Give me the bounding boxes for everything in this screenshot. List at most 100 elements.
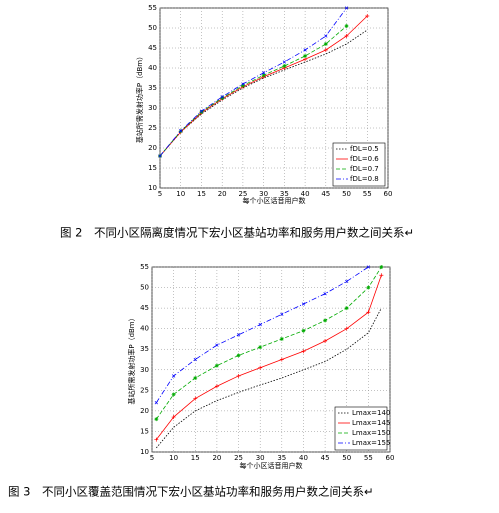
x-tick-label: 20 bbox=[218, 190, 227, 198]
legend-label: Lmax=150 bbox=[352, 429, 390, 437]
point-marker bbox=[258, 345, 263, 350]
x-tick-label: 20 bbox=[212, 454, 221, 462]
point-marker bbox=[215, 343, 219, 347]
legend-label: fDL=0.6 bbox=[350, 155, 379, 163]
point-marker bbox=[301, 302, 306, 306]
point-marker bbox=[379, 273, 384, 278]
x-tick-label: 40 bbox=[299, 454, 308, 462]
x-tick-label: 40 bbox=[301, 190, 310, 198]
point-marker bbox=[301, 349, 306, 354]
point-marker bbox=[193, 396, 198, 401]
y-tick-label: 55 bbox=[148, 4, 157, 12]
point-marker bbox=[366, 310, 371, 315]
point-marker bbox=[258, 365, 263, 370]
x-tick-label: 55 bbox=[363, 190, 372, 198]
point-marker bbox=[236, 333, 241, 337]
series-line bbox=[159, 7, 347, 157]
point-marker bbox=[366, 265, 371, 269]
point-marker bbox=[154, 437, 159, 442]
point-marker bbox=[171, 374, 176, 378]
point-marker bbox=[282, 60, 287, 64]
point-marker bbox=[344, 306, 349, 311]
x-axis-label: 每个小区话音用户数 bbox=[240, 461, 303, 470]
x-tick-label: 25 bbox=[238, 190, 247, 198]
point-marker bbox=[236, 353, 241, 358]
point-marker bbox=[344, 34, 349, 38]
x-tick-label: 50 bbox=[342, 454, 351, 462]
x-tick-label: 25 bbox=[234, 454, 243, 462]
x-tick-label: 10 bbox=[169, 454, 178, 462]
point-marker bbox=[220, 95, 224, 99]
x-tick-label: 45 bbox=[321, 454, 330, 462]
point-marker bbox=[179, 129, 183, 133]
x-tick-label: 15 bbox=[197, 190, 206, 198]
point-marker bbox=[220, 96, 225, 100]
y-tick-label: 40 bbox=[140, 325, 149, 333]
point-marker bbox=[171, 392, 176, 397]
point-marker bbox=[366, 285, 371, 290]
point-marker bbox=[261, 73, 266, 78]
point-marker bbox=[303, 54, 308, 58]
x-tick-label: 45 bbox=[321, 190, 330, 198]
point-marker bbox=[301, 328, 306, 333]
y-tick-label: 35 bbox=[148, 84, 157, 92]
series-line bbox=[156, 307, 382, 449]
x-tick-label: 10 bbox=[176, 190, 185, 198]
y-tick-label: 10 bbox=[140, 448, 149, 456]
x-tick-label: 55 bbox=[364, 454, 373, 462]
y-tick-label: 15 bbox=[148, 164, 157, 172]
point-marker bbox=[214, 363, 219, 368]
legend-label: fDL=0.8 bbox=[350, 175, 379, 183]
point-marker bbox=[199, 110, 204, 114]
point-marker bbox=[344, 6, 349, 10]
x-tick-label: 50 bbox=[342, 190, 351, 198]
y-tick-label: 50 bbox=[148, 24, 157, 32]
point-marker bbox=[365, 14, 370, 18]
x-tick-label: 5 bbox=[150, 454, 154, 462]
x-tick-label: 35 bbox=[280, 190, 289, 198]
point-marker bbox=[154, 417, 159, 422]
legend-label: fDL=0.7 bbox=[350, 165, 379, 173]
legend-label: Lmax=145 bbox=[352, 419, 390, 427]
y-axis-label: 基站所需发射功率P（dBm） bbox=[135, 53, 144, 143]
y-tick-label: 30 bbox=[140, 366, 149, 374]
series-line bbox=[156, 275, 382, 440]
figure-caption: 图 3 不同小区覆盖范围情况下宏小区基站功率和服务用户数之间关系↵ bbox=[8, 485, 374, 499]
point-marker bbox=[240, 83, 245, 88]
y-tick-label: 10 bbox=[148, 184, 157, 192]
y-tick-label: 45 bbox=[140, 304, 149, 312]
y-tick-label: 35 bbox=[140, 345, 149, 353]
series-line bbox=[155, 266, 382, 420]
x-tick-label: 30 bbox=[256, 454, 265, 462]
y-tick-label: 55 bbox=[140, 263, 149, 271]
point-marker bbox=[282, 64, 287, 68]
y-tick-label: 20 bbox=[148, 144, 157, 152]
legend-box bbox=[332, 142, 386, 187]
point-marker bbox=[199, 109, 204, 113]
point-marker bbox=[280, 312, 284, 316]
y-tick-label: 15 bbox=[140, 427, 149, 435]
y-tick-label: 25 bbox=[148, 124, 157, 132]
legend-box bbox=[334, 406, 388, 451]
legend-label: Lmax=140 bbox=[352, 409, 390, 417]
point-marker bbox=[323, 292, 327, 296]
x-axis-label: 每个小区话音用户数 bbox=[243, 196, 306, 205]
y-tick-label: 20 bbox=[140, 407, 149, 415]
x-tick-label: 60 bbox=[386, 454, 395, 462]
point-marker bbox=[154, 401, 158, 405]
point-marker bbox=[323, 48, 328, 52]
x-tick-label: 35 bbox=[277, 454, 286, 462]
point-marker bbox=[303, 48, 307, 52]
point-marker bbox=[323, 42, 328, 46]
point-marker bbox=[379, 265, 384, 269]
y-tick-label: 40 bbox=[148, 64, 157, 72]
x-tick-label: 15 bbox=[191, 454, 200, 462]
point-marker bbox=[158, 154, 162, 158]
point-marker bbox=[171, 415, 176, 420]
point-marker bbox=[344, 24, 349, 28]
figure-caption: 图 2 不同小区隔离度情况下宏小区基站功率和服务用户数之间关系↵ bbox=[60, 226, 414, 240]
y-tick-label: 25 bbox=[140, 386, 149, 394]
y-axis-label: 基站所需发射功率P（dBm） bbox=[127, 314, 136, 404]
point-marker bbox=[214, 384, 219, 389]
